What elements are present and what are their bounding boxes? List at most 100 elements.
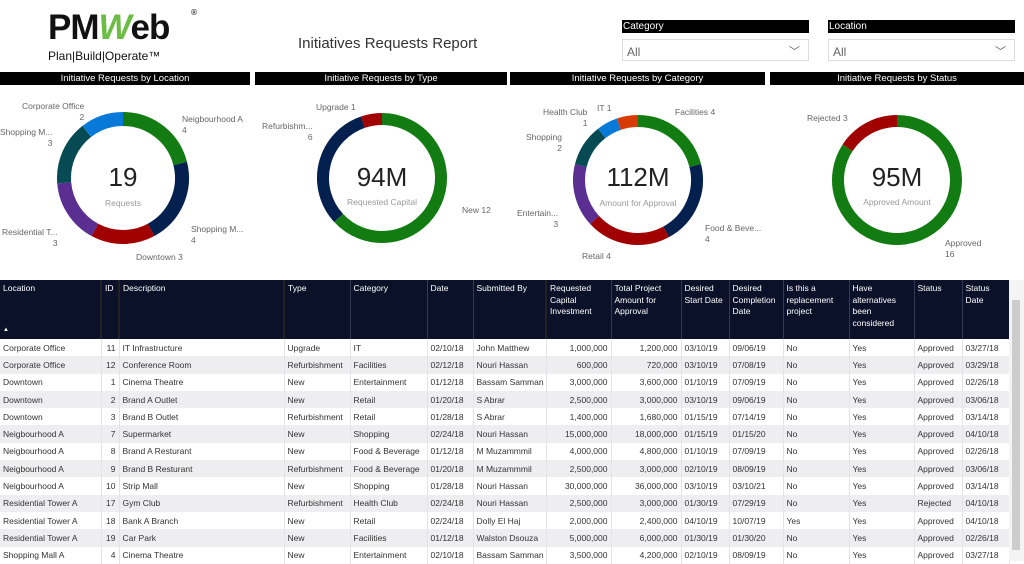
column-header[interactable]: Have alternatives been considered [849,280,915,339]
table-cell: Neigbourhood A [0,442,102,461]
segment-name: Rejected [807,113,841,123]
table-cell: Bank A Branch [119,511,285,530]
column-header[interactable]: ID [101,280,120,339]
table-row[interactable]: Neigbourhood A 7 Supermarket New Shopping 02/… [0,425,1010,443]
location-slicer[interactable]: Location All ﹀ [828,20,1015,61]
table-cell: Nouri Hassan [473,356,547,374]
column-header[interactable]: Status Date [962,280,1010,339]
table-row[interactable]: Corporate Office 11 IT Infrastructure Upgra… [0,339,1010,357]
table-cell: Gym Club [119,494,285,512]
table-cell: No [783,546,850,564]
segment-label: Retail 4 [582,251,611,262]
donut-segment[interactable] [82,112,124,138]
donut-segment[interactable] [57,125,92,184]
column-header-label: Requested Capital Investment [550,283,592,316]
donut-segment[interactable] [637,115,702,168]
table-row[interactable]: Neigbourhood A 8 Brand A Resturant New Food … [0,442,1010,461]
segment-label: Shopping M... 3 [0,127,52,149]
table-cell: 4,200,000 [611,546,682,564]
table-row[interactable]: Neigbourhood A 10 Strip Mall New Shopping 01/… [0,477,1010,495]
table-cell: Residential Tower A [0,494,102,512]
category-dropdown[interactable]: All ﹀ [622,39,809,61]
donut-segment[interactable] [91,223,155,244]
table-cell: Downtown [0,390,102,409]
table-cell: Entertainment [350,546,428,564]
column-header[interactable]: Description [119,280,285,339]
column-header[interactable]: Desired Start Date [681,280,730,339]
segment-value: 4 [182,125,187,135]
donut-segment[interactable] [360,113,383,128]
column-header[interactable]: Type [284,280,351,339]
table-cell: 10 [101,477,120,495]
table-cell: S Abrar [473,390,547,409]
table-row[interactable]: Shopping Mall A 4 Cinema Theatre New Enterta… [0,546,1010,564]
location-dropdown[interactable]: All ﹀ [828,39,1015,61]
table-cell: 17 [101,494,120,512]
segment-value: 2 [79,112,85,122]
logo-pm: PM [48,8,99,47]
table-cell: 09/06/19 [729,390,784,409]
table-cell: 01/20/18 [427,460,474,478]
table-cell: Food & Beverage [350,460,428,478]
table-cell: Approved [914,408,963,426]
table-row[interactable]: Residential Tower A 17 Gym Club Refurbishme… [0,494,1010,512]
donut-segment[interactable] [598,118,622,139]
donut-segment[interactable] [57,182,99,237]
column-header[interactable]: Is this a replacement project [783,280,850,339]
donut-segment[interactable] [574,128,606,168]
table-row[interactable]: Downtown 3 Brand B Outlet Refurbishment Reta… [0,408,1010,426]
table-cell: Yes [849,425,915,443]
donut-segment[interactable] [317,116,365,223]
table-cell: M Muzammmil [473,442,547,461]
table-cell: 2 [101,390,120,409]
segment-value: 2 [557,143,562,153]
donut-segment[interactable] [573,164,600,225]
logo-tagline: Plan|Build|Operate™ [48,49,161,63]
donut-segment[interactable] [832,115,962,245]
table-row[interactable]: Residential Tower A 19 Car Park New Faciliti… [0,529,1010,547]
table-row[interactable]: Residential Tower A 18 Bank A Branch New Ret… [0,511,1010,530]
table-cell: Bassam Samman [473,546,547,564]
donut-segment[interactable] [147,161,189,237]
donut-segment[interactable] [122,112,187,166]
table-cell: 03/06/18 [962,390,1010,409]
segment-name: Refurbishm... [262,121,313,131]
column-header[interactable]: Submitted By [473,280,547,339]
table-cell: 1,200,000 [611,339,682,357]
table-cell: Approved [914,373,963,391]
table-cell: Entertainment [350,373,428,391]
chevron-down-icon: ﹀ [789,46,800,58]
table-cell: 3,000,000 [546,373,612,391]
donut-segment[interactable] [590,215,669,245]
table-cell: Refurbishment [284,494,351,512]
scrollbar-thumb[interactable] [1012,300,1020,550]
table-cell: Yes [849,390,915,409]
column-header[interactable]: Total Project Amount for Approval [611,280,682,339]
column-header[interactable]: Status [914,280,963,339]
segment-name: Downtown [136,252,176,262]
segment-label: Health Club 1 [543,107,587,129]
table-cell: 03/06/18 [962,460,1010,478]
table-cell: 04/10/18 [962,511,1010,530]
donut-segment[interactable] [334,113,447,243]
column-header[interactable]: Requested Capital Investment [546,280,612,339]
sort-ascending-icon[interactable]: ▲ [3,326,9,333]
table-row[interactable]: Neigbourhood A 9 Brand B Resturant Refurbis… [0,460,1010,478]
logo-w: W [98,8,132,47]
column-header[interactable]: Category [350,280,428,339]
table-row[interactable]: Downtown 1 Cinema Theatre New Entertainment 0… [0,373,1010,391]
donut-segment[interactable] [616,115,639,130]
table-cell: Shopping [350,477,428,495]
table-row[interactable]: Corporate Office 12 Conference Room Refurbi… [0,356,1010,374]
segment-name: Approved [945,238,982,248]
column-header[interactable]: Date [427,280,474,339]
donut-segment[interactable] [663,164,703,238]
table-cell: 02/24/18 [427,494,474,512]
column-header[interactable]: Location ▲ [0,280,102,339]
column-header[interactable]: Desired Completion Date [729,280,784,339]
category-slicer[interactable]: Category All ﹀ [622,20,809,61]
donut-segment[interactable] [842,115,898,152]
table-cell: No [783,460,850,478]
table-row[interactable]: Downtown 2 Brand A Outlet New Retail 01/20/18… [0,390,1010,409]
